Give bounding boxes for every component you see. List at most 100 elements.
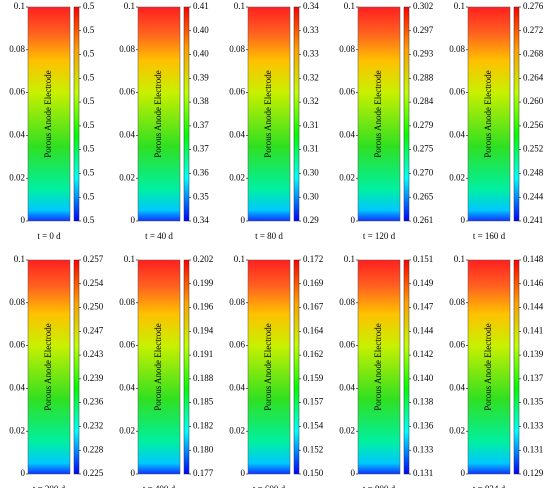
colorbar-tick-label: 0.5 <box>83 25 95 35</box>
colorbar-tick-label: 0.276 <box>523 1 544 11</box>
y-tick-label: 0.1 <box>234 254 245 264</box>
colorbar-tick-label: 0.261 <box>413 215 433 225</box>
y-tick-label: 0.04 <box>9 382 25 392</box>
colorbar-tick-label: 0.254 <box>83 278 104 288</box>
colorbar-tick-label: 0.188 <box>193 373 214 383</box>
colorbar-tick-label: 0.133 <box>413 444 434 454</box>
panel: 0 0.02 0.04 0.06 0.08 0.1 Porous Anode Electro… <box>119 254 214 488</box>
colorbar <box>403 259 410 475</box>
colorbar-tick-label: 0.144 <box>413 325 434 335</box>
colorbar-tick-label: 0.151 <box>413 254 433 264</box>
colorbar-tick-label: 0.29 <box>303 215 319 225</box>
colorbar-tick-label: 0.288 <box>413 72 434 82</box>
panel: 0 0.02 0.04 0.06 0.08 0.1 Porous Anode Electro… <box>339 1 434 241</box>
field <box>467 6 511 222</box>
y-tick-label: 0.1 <box>454 254 465 264</box>
panel: 0 0.02 0.04 0.06 0.08 0.1 Porous Anode Electro… <box>9 254 104 488</box>
colorbar-tick-label: 0.152 <box>303 444 323 454</box>
colorbar-tick-label: 0.260 <box>523 96 544 106</box>
y-tick-label: 0.02 <box>9 425 25 435</box>
panel-title: t = 160 d <box>473 231 506 241</box>
colorbar-tick-label: 0.5 <box>83 215 95 225</box>
colorbar-tick-label: 0.30 <box>303 191 319 201</box>
colorbar-tick-label: 0.191 <box>193 349 213 359</box>
colorbar-tick-label: 0.293 <box>413 49 434 59</box>
y-tick-label: 0.04 <box>119 382 135 392</box>
annotation: Porous Anode Electrode <box>153 323 163 410</box>
colorbar-tick-label: 0.32 <box>303 72 319 82</box>
colorbar-tick-label: 0.162 <box>303 349 323 359</box>
annotation: Porous Anode Electrode <box>263 70 273 157</box>
colorbar-tick-label: 0.169 <box>303 278 324 288</box>
panel-title: t = 834 d <box>473 484 506 488</box>
y-tick-label: 0 <box>131 215 136 225</box>
y-tick-label: 0.04 <box>339 129 355 139</box>
y-tick-label: 0.08 <box>119 44 135 54</box>
colorbar-tick-label: 0.149 <box>413 278 434 288</box>
y-tick-label: 0.04 <box>449 382 465 392</box>
colorbar-tick-label: 0.34 <box>303 1 319 11</box>
field <box>357 259 401 475</box>
y-tick-label: 0 <box>241 215 246 225</box>
colorbar <box>403 6 410 222</box>
colorbar <box>183 6 190 222</box>
y-tick-label: 0.1 <box>124 254 135 264</box>
colorbar-tick-label: 0.148 <box>523 254 544 264</box>
annotation: Porous Anode Electrode <box>43 70 53 157</box>
panel: 0 0.02 0.04 0.06 0.08 0.1 Porous Anode Electro… <box>119 1 209 241</box>
colorbar-tick-label: 0.33 <box>303 25 319 35</box>
colorbar-tick-label: 0.131 <box>523 444 543 454</box>
field <box>247 6 291 222</box>
y-tick-label: 0.06 <box>9 87 25 97</box>
y-tick-label: 0.1 <box>344 254 355 264</box>
y-tick-label: 0.02 <box>339 172 355 182</box>
field <box>137 6 181 222</box>
colorbar-tick-label: 0.172 <box>303 254 323 264</box>
colorbar-tick-label: 0.35 <box>193 191 209 201</box>
colorbar-tick-label: 0.248 <box>523 168 544 178</box>
annotation: Porous Anode Electrode <box>43 323 53 410</box>
colorbar-tick-label: 0.5 <box>83 191 95 201</box>
colorbar-tick-label: 0.31 <box>303 144 319 154</box>
y-tick-label: 0.04 <box>339 382 355 392</box>
y-tick-label: 0.1 <box>454 1 465 11</box>
colorbar-tick-label: 0.297 <box>413 25 434 35</box>
panel-title: t = 200 d <box>33 484 66 488</box>
y-tick-label: 0.06 <box>9 340 25 350</box>
colorbar-tick-label: 0.5 <box>83 120 95 130</box>
colorbar-tick-label: 0.264 <box>523 72 544 82</box>
y-tick-label: 0.1 <box>234 1 245 11</box>
y-tick-label: 0.08 <box>339 297 355 307</box>
colorbar-tick-label: 0.39 <box>193 72 209 82</box>
y-tick-label: 0.06 <box>229 340 245 350</box>
y-tick-label: 0.04 <box>449 129 465 139</box>
colorbar-tick-label: 0.265 <box>413 191 434 201</box>
y-tick-label: 0.04 <box>9 129 25 139</box>
y-tick-label: 0.06 <box>229 87 245 97</box>
colorbar-tick-label: 0.40 <box>193 49 209 59</box>
y-tick-label: 0 <box>351 468 356 478</box>
panel-title: t = 120 d <box>363 231 396 241</box>
colorbar-tick-label: 0.196 <box>193 302 214 312</box>
colorbar-tick-label: 0.129 <box>523 468 544 478</box>
colorbar-tick-label: 0.144 <box>523 302 544 312</box>
colorbar-tick-label: 0.133 <box>523 421 544 431</box>
panel-title: t = 800 d <box>363 484 396 488</box>
y-tick-label: 0.08 <box>9 297 25 307</box>
panel-title: t = 80 d <box>255 231 283 241</box>
colorbar-tick-label: 0.157 <box>303 397 324 407</box>
y-tick-label: 0 <box>131 468 136 478</box>
y-tick-label: 0 <box>461 468 466 478</box>
y-tick-label: 0.08 <box>449 44 465 54</box>
field <box>247 259 291 475</box>
field <box>27 6 71 222</box>
y-tick-label: 0 <box>241 468 246 478</box>
y-tick-label: 0.06 <box>449 340 465 350</box>
colorbar-tick-label: 0.37 <box>193 144 209 154</box>
colorbar-tick-label: 0.228 <box>83 444 104 454</box>
colorbar-tick-label: 0.177 <box>193 468 214 478</box>
colorbar-tick-label: 0.302 <box>413 1 433 11</box>
y-tick-label: 0.1 <box>14 254 25 264</box>
panel: 0 0.02 0.04 0.06 0.08 0.1 Porous Anode Electro… <box>449 254 544 488</box>
